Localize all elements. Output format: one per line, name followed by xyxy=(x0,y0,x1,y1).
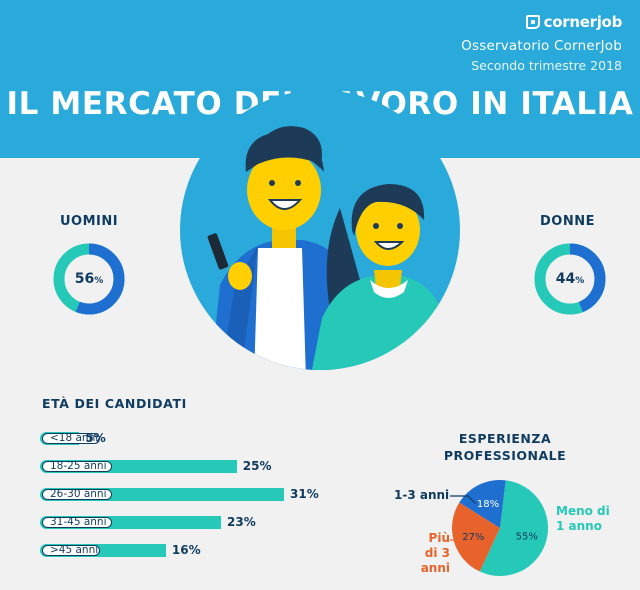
men-donut-arc xyxy=(53,243,125,315)
label-less-than-1-year-line1: Meno di xyxy=(556,504,610,518)
women-donut xyxy=(534,243,606,315)
age-category-label: 31-45 anni xyxy=(50,516,107,528)
age-value-label: 5% xyxy=(85,431,106,445)
pie-slice xyxy=(479,480,548,576)
women-percent: 44% xyxy=(533,268,607,287)
label-less-than-1-year-line2: 1 anno xyxy=(556,519,602,533)
experience-title-line2: PROFESSIONALE xyxy=(443,448,567,463)
age-value-label: 31% xyxy=(290,487,319,501)
cornerjob-logo: cornerjob xyxy=(525,13,623,31)
women-donut-arc xyxy=(534,243,606,315)
age-value-label: 25% xyxy=(242,459,272,473)
period-subtitle: Secondo trimestre 2018 xyxy=(471,58,622,73)
age-bar-label-pill xyxy=(42,545,100,556)
man-figure xyxy=(207,126,366,370)
age-bar-label-pill xyxy=(42,517,112,528)
label-more-than-3-years: Più di 3 anni xyxy=(398,531,450,576)
pie-leader-lines xyxy=(450,495,477,541)
pie-value-label: 18% xyxy=(477,499,499,510)
hero-illustration xyxy=(180,90,460,370)
age-chart-title: ETÀ DEI CANDIDATI xyxy=(42,396,187,411)
label-less-than-1-year: Meno di 1 anno xyxy=(556,504,610,534)
age-category-label: 26-30 anni xyxy=(50,488,107,500)
leader-line-1-3-years xyxy=(450,495,477,505)
age-category-label: <18 anni xyxy=(50,432,99,444)
pie-slice xyxy=(452,502,500,572)
logo-text: cornerjob xyxy=(543,13,623,31)
women-value: 44 xyxy=(555,271,576,287)
age-bar-chart: <18 anni 5% 18-25 anni 25% 26-30 anni 31% 31-4… xyxy=(40,430,340,570)
pie-value-label: 27% xyxy=(462,532,484,543)
experience-title: ESPERIENZA PROFESSIONALE xyxy=(440,430,570,464)
age-value-label: 23% xyxy=(227,515,256,529)
label-more-than-3-years-line1: Più xyxy=(428,531,450,545)
men-unit: % xyxy=(94,276,104,286)
observatory-title: Osservatorio CornerJob xyxy=(461,38,622,54)
age-bar-label-pill xyxy=(42,461,112,472)
women-label: DONNE xyxy=(540,214,595,229)
men-label: UOMINI xyxy=(60,214,119,229)
men-donut xyxy=(53,243,125,315)
pie-slice xyxy=(459,480,506,528)
label-1-3-years: 1-3 anni xyxy=(394,488,450,502)
men-percent: 56% xyxy=(52,268,126,287)
experience-pie-chart: ESPERIENZA PROFESSIONALE 55% 27% 18% Meno … xyxy=(380,420,630,585)
experience-pie: 55% 27% 18% xyxy=(452,480,548,576)
label-more-than-3-years-line2: di 3 anni xyxy=(420,546,450,575)
women-unit: % xyxy=(575,276,585,286)
age-bar-label-pill xyxy=(42,433,100,444)
men-value: 56 xyxy=(74,271,95,287)
experience-title-line1: ESPERIENZA xyxy=(458,431,552,446)
cornerjob-logo-icon xyxy=(525,15,540,29)
age-value-label: 16% xyxy=(171,543,201,557)
age-category-label: >45 anni xyxy=(50,544,99,556)
pie-value-label: 55% xyxy=(516,532,538,543)
age-category-label: 18-25 anni xyxy=(50,460,107,472)
age-bar-label-pill xyxy=(42,489,112,500)
